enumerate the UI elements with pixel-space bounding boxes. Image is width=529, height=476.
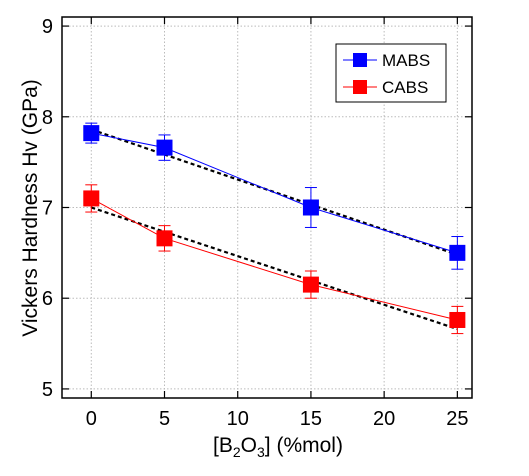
data-point-cabs bbox=[83, 190, 100, 207]
series-line-cabs bbox=[91, 197, 458, 321]
x-tick-label: 20 bbox=[373, 408, 395, 430]
legend-label-cabs: CABS bbox=[382, 78, 428, 97]
y-tick-label: 7 bbox=[42, 198, 53, 220]
x-axis-title-part-1: [B bbox=[213, 434, 233, 457]
x-axis-title-sub-2: 3 bbox=[257, 444, 265, 460]
y-tick-labels: 5 6 7 8 9 bbox=[42, 16, 53, 401]
x-tick-label: 10 bbox=[227, 408, 249, 430]
legend: MABS CABS bbox=[335, 43, 447, 103]
y-tick-label: 8 bbox=[42, 107, 53, 129]
x-tick-label: 25 bbox=[446, 408, 468, 430]
x-tick-label: 5 bbox=[159, 408, 170, 430]
x-axis-title-sub-1: 2 bbox=[233, 444, 241, 460]
data-point-cabs bbox=[449, 311, 466, 328]
data-point-cabs bbox=[302, 276, 319, 293]
legend-marker-mabs bbox=[353, 53, 367, 67]
fit-line-cabs bbox=[90, 206, 458, 331]
data-point-cabs bbox=[156, 230, 173, 247]
data-point-mabs bbox=[449, 244, 466, 261]
series-line-mabs bbox=[91, 132, 458, 254]
data-point-mabs bbox=[83, 125, 100, 142]
x-tick-label: 15 bbox=[300, 408, 322, 430]
data-point-mabs bbox=[156, 139, 173, 156]
y-tick-label: 9 bbox=[42, 16, 53, 38]
x-axis-title-part-3: ] (%mol) bbox=[265, 434, 343, 457]
y-axis-title: Vickers Hardness Hv (GPa) bbox=[19, 79, 42, 337]
x-tick-labels: 0 5 10 15 20 25 bbox=[86, 408, 469, 430]
x-tick-label: 0 bbox=[86, 408, 97, 430]
data-point-mabs bbox=[302, 199, 319, 216]
legend-marker-cabs bbox=[353, 80, 367, 94]
data-series bbox=[83, 122, 466, 335]
x-axis-title-part-2: O bbox=[241, 434, 257, 457]
axis-ticks bbox=[62, 17, 472, 398]
y-tick-label: 6 bbox=[42, 288, 53, 310]
x-axis-title: [B2O3] (%mol) bbox=[213, 434, 343, 460]
y-tick-label: 5 bbox=[42, 379, 53, 401]
legend-label-mabs: MABS bbox=[382, 51, 430, 70]
